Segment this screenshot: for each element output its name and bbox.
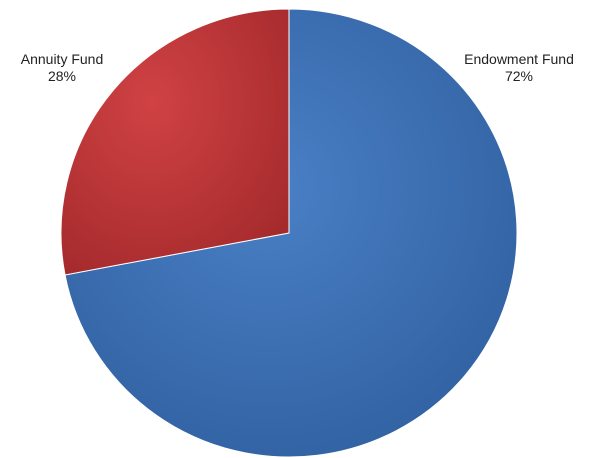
pie-slice-annuity-fund	[60, 8, 290, 276]
slice-value-label-annuity-fund: 28%	[48, 68, 76, 84]
slice-value-label-endowment-fund: 72%	[505, 68, 533, 84]
pie-slice-endowment-fund	[64, 8, 518, 458]
slice-label-annuity-fund: Annuity Fund	[21, 51, 104, 67]
slice-label-endowment-fund: Endowment Fund	[464, 51, 574, 67]
